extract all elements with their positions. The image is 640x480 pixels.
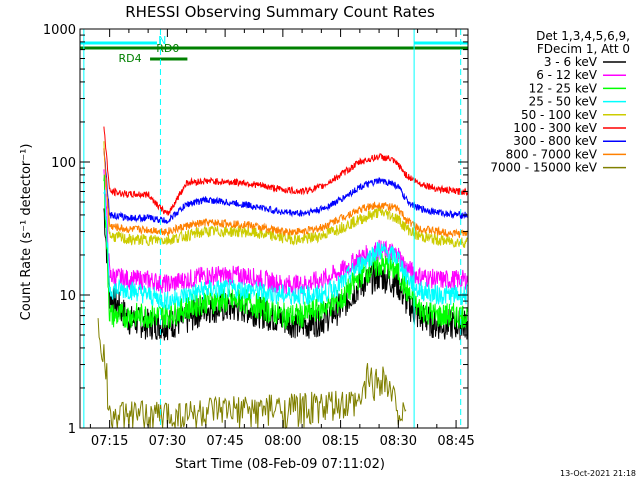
legend-label: 25 - 50 keV [529, 95, 598, 109]
legend-label: 300 - 800 keV [513, 134, 597, 148]
x-tick-label: 08:30 [380, 434, 417, 449]
y-tick-label: 100 [51, 156, 76, 171]
series-line [103, 141, 468, 248]
legend-label: 800 - 7000 keV [506, 147, 598, 161]
chart-title: RHESSI Observing Summary Count Rates [125, 3, 435, 21]
y-tick-label: 10 [59, 289, 76, 304]
legend-label: 50 - 100 keV [521, 108, 598, 122]
series-line [103, 174, 468, 330]
legend-label: 3 - 6 keV [544, 55, 598, 69]
legend: Det 1,3,4,5,6,9, FDecim 1, Att 0 3 - 6 k… [490, 29, 630, 175]
y-axis-ticks: 1 10 100 1000 [43, 23, 468, 437]
series-50-100-kev [103, 141, 468, 248]
series-800-7000-kev [103, 148, 468, 239]
plot-frame [79, 28, 469, 429]
legend-header-line-2: FDecim 1, Att 0 [537, 42, 630, 56]
x-axis-label: Start Time (08-Feb-09 07:11:02) [175, 457, 385, 472]
series-12-25-kev [103, 174, 468, 330]
x-tick-label: 08:15 [322, 434, 359, 449]
flag-label-rd0: RD0 [156, 42, 179, 55]
y-axis-label: Count Rate (s⁻¹ detector⁻¹) [19, 144, 34, 321]
series-line [103, 148, 468, 224]
series-line [103, 189, 468, 310]
legend-label: 6 - 12 keV [536, 68, 598, 82]
series-300-800-kev [103, 148, 468, 224]
series-7000-15000-kev [97, 318, 407, 430]
series-line [103, 148, 468, 239]
series-line [103, 126, 468, 217]
legend-label: 100 - 300 keV [513, 121, 597, 135]
legend-label: 12 - 25 keV [529, 81, 598, 95]
legend-header-line-1: Det 1,3,4,5,6,9, [536, 29, 630, 43]
x-axis-ticks: 07:15 07:30 07:45 08:00 08:15 08:30 08:45 [89, 29, 475, 449]
x-tick-label: 07:45 [206, 434, 243, 449]
x-tick-label: 07:15 [91, 434, 128, 449]
flag-label-rd4: RD4 [118, 52, 141, 65]
flag-label-n: N [158, 34, 166, 47]
series-25-50-kev [103, 189, 468, 310]
series-6-12-kev [103, 169, 468, 296]
legend-label: 7000 - 15000 keV [490, 161, 597, 175]
series-line [103, 169, 468, 296]
series-100-300-kev [103, 126, 468, 217]
timestamp: 13-Oct-2021 21:18 [560, 469, 636, 478]
x-tick-label: 08:00 [264, 434, 301, 449]
y-tick-label: 1 [68, 422, 76, 437]
series-layer [97, 126, 468, 430]
series-line [97, 318, 407, 430]
x-tick-label: 08:45 [437, 434, 474, 449]
y-tick-label: 1000 [43, 23, 76, 38]
x-tick-label: 07:30 [149, 434, 186, 449]
